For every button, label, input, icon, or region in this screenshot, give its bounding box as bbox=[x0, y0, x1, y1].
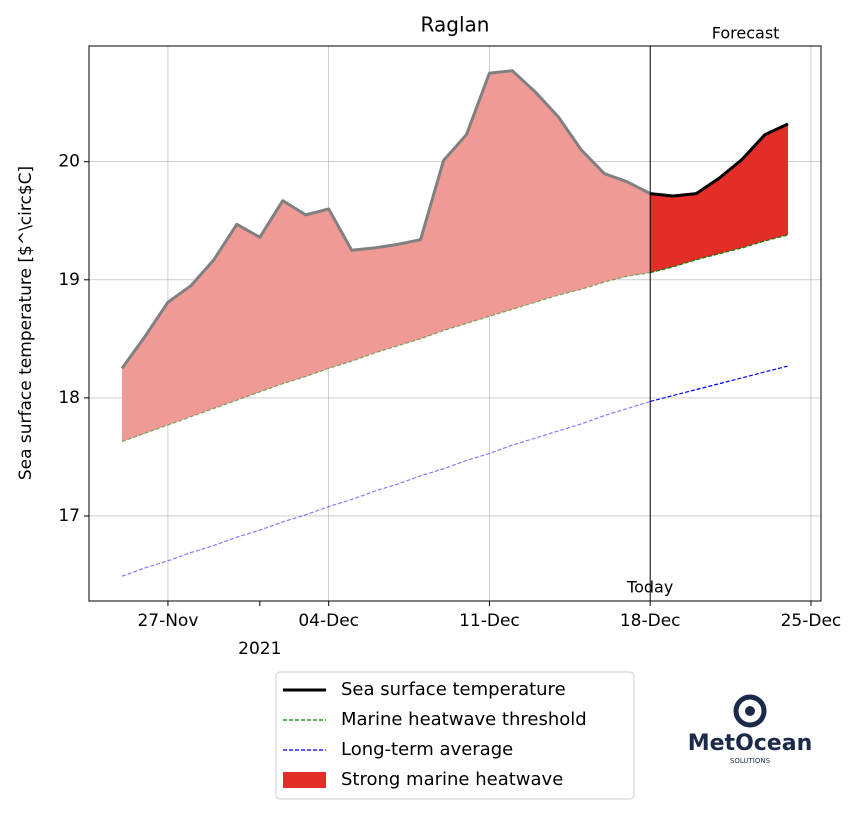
logo-text: MetOcean bbox=[688, 731, 813, 756]
logo-subtext: SOLUTIONS bbox=[730, 757, 771, 765]
y-axis-label: Sea surface temperature [$^\circ$C] bbox=[16, 166, 36, 480]
today-label: Today bbox=[626, 578, 673, 597]
y-tick-label: 20 bbox=[58, 152, 80, 172]
legend-box bbox=[275, 671, 635, 800]
legend-swatch bbox=[283, 772, 326, 788]
logo: MetOcean SOLUTIONS bbox=[688, 694, 813, 765]
x-tick-label: 04-Dec bbox=[298, 611, 359, 631]
legend-label: Long-term average bbox=[341, 739, 513, 760]
heatwave-fill bbox=[650, 123, 788, 273]
x-tick-label: 25-Dec bbox=[781, 611, 842, 631]
series-line bbox=[120, 69, 651, 370]
logo-icon bbox=[733, 694, 767, 728]
logo-icon bbox=[745, 706, 755, 716]
y-tick-label: 19 bbox=[58, 270, 80, 290]
y-tick-label: 17 bbox=[58, 506, 80, 526]
legend-label: Sea surface temperature bbox=[341, 679, 566, 700]
series-line bbox=[650, 122, 789, 198]
chart-title: Raglan bbox=[421, 13, 490, 37]
y-tick-label: 18 bbox=[58, 388, 80, 408]
legend-label: Marine heatwave threshold bbox=[341, 709, 587, 730]
series-line bbox=[121, 400, 651, 577]
legend-label: Strong marine heatwave bbox=[341, 769, 563, 790]
x-minor-tick-label: 2021 bbox=[238, 639, 281, 659]
heatwave-fill bbox=[122, 70, 651, 442]
series-line bbox=[121, 272, 651, 443]
forecast-label: Forecast bbox=[712, 24, 780, 43]
x-tick-label: 11-Dec bbox=[459, 611, 520, 631]
x-tick-label: 18-Dec bbox=[620, 611, 681, 631]
plot-frame bbox=[88, 45, 822, 602]
series-line bbox=[650, 365, 789, 403]
x-tick-label: 27-Nov bbox=[137, 611, 198, 631]
